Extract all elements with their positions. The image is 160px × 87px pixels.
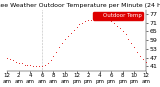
Point (81, 22, 84, 23)
Point (55, 51, 58, 52)
Point (90, 19, 92, 20)
Point (46, 63, 49, 64)
Point (127, 38, 130, 39)
Point (69, 32, 72, 33)
Point (144, 61, 147, 63)
Point (35, 66, 37, 67)
Point (18, 63, 20, 64)
Point (87, 19, 89, 20)
Point (92, 18, 95, 19)
Point (26, 64, 29, 66)
Point (29, 64, 32, 66)
Point (101, 18, 104, 19)
Point (98, 16, 101, 17)
Point (64, 38, 66, 39)
Point (133, 47, 136, 48)
Point (104, 18, 107, 19)
Point (95, 18, 98, 19)
Point (136, 51, 138, 52)
Legend: Outdoor Temp: Outdoor Temp (93, 12, 143, 20)
Point (23, 64, 26, 66)
Point (12, 60, 14, 61)
Point (20, 63, 23, 64)
Point (75, 26, 78, 28)
Point (142, 58, 144, 60)
Point (72, 29, 75, 31)
Point (124, 34, 127, 35)
Point (44, 64, 46, 66)
Point (119, 28, 121, 29)
Title: Milwaukee Weather Outdoor Temperature per Minute (24 Hours): Milwaukee Weather Outdoor Temperature pe… (0, 3, 160, 8)
Point (9, 58, 12, 60)
Point (130, 42, 133, 44)
Point (61, 42, 63, 44)
Point (41, 66, 43, 67)
Point (121, 31, 124, 32)
Point (78, 23, 81, 25)
Point (116, 25, 118, 26)
Point (84, 21, 86, 22)
Point (15, 61, 17, 63)
Point (139, 55, 141, 57)
Point (32, 66, 35, 67)
Point (6, 57, 8, 58)
Point (67, 35, 69, 36)
Point (107, 19, 110, 20)
Point (38, 66, 40, 67)
Point (110, 21, 112, 22)
Point (113, 22, 115, 23)
Point (52, 55, 55, 57)
Point (58, 47, 60, 48)
Point (49, 60, 52, 61)
